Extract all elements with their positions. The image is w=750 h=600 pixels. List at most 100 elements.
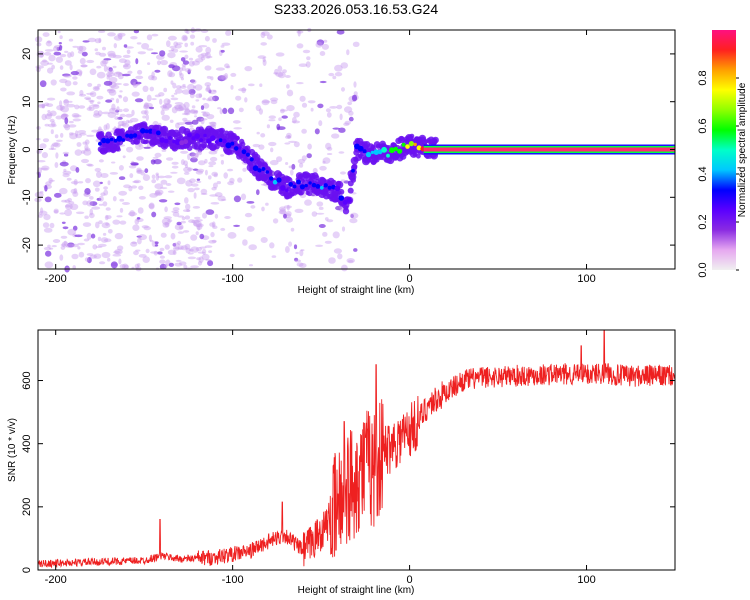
spectrogram-noise-blob xyxy=(107,68,114,75)
spectrogram-noise-blob xyxy=(172,243,177,247)
spectrogram-noise-blob xyxy=(117,116,123,120)
spectrogram-noise-blob xyxy=(59,35,63,40)
spectrogram-noise-blob xyxy=(79,132,87,136)
spectrogram-noise-blob xyxy=(191,219,200,224)
spectrogram-noise-blob xyxy=(135,75,144,80)
spectrogram-noise-blob xyxy=(197,151,203,156)
spectrogram-noise-blob xyxy=(78,251,85,258)
spectrogram-noise-blob xyxy=(52,239,61,243)
spectrogram-noise-blob xyxy=(143,146,151,149)
spectrogram-noise-blob xyxy=(164,244,170,250)
spectrogram-noise-blob xyxy=(114,249,123,255)
spectrogram-noise-blob xyxy=(213,173,218,178)
snr-x-tick-label: 0 xyxy=(407,574,413,586)
spectrogram-noise-blob xyxy=(67,242,75,248)
spectrogram-noise-blob xyxy=(175,122,180,129)
spectrogram-noise-blob xyxy=(153,250,158,256)
spectrogram-noise-blob xyxy=(262,56,266,63)
spectrogram-noise-blob xyxy=(210,202,220,205)
spectrogram-noise-blob xyxy=(260,133,266,138)
spectrogram-noise-blob xyxy=(208,250,213,254)
spectrogram-noise-blob xyxy=(168,262,174,267)
spectrogram-noise-blob xyxy=(332,127,341,130)
spectrogram-noise-blob xyxy=(181,65,186,71)
spectrogram-noise-blob xyxy=(293,111,300,118)
spectrogram-noise-blob xyxy=(100,60,107,67)
spectrogram-noise-blob xyxy=(174,202,181,206)
spectrogram-noise-blob xyxy=(154,69,161,73)
spectrogram-noise-blob xyxy=(119,264,126,269)
spectrogram-noise-blob xyxy=(299,263,307,268)
spectrogram-noise-blob xyxy=(79,89,84,96)
spectrogram-noise-blob xyxy=(140,172,146,176)
spectrogram-noise-blob xyxy=(261,31,270,36)
spectrogram-noise-blob xyxy=(196,168,205,173)
spectrogram-noise-blob xyxy=(57,30,61,34)
colorbar-tick-label: 0.6 xyxy=(697,118,709,133)
spectrogram-noise-blob xyxy=(140,110,147,115)
spectrogram-ridge-point xyxy=(308,181,312,185)
spectrogram-ridge-halo xyxy=(219,127,225,134)
spectrogram-noise-blob xyxy=(296,82,304,85)
spectrogram-noise-blob xyxy=(195,93,203,99)
spectrogram-noise-blob xyxy=(190,41,195,46)
spectrogram-noise-blob xyxy=(106,74,113,78)
spectrogram-ridge-point xyxy=(299,184,305,190)
spectrogram-ridge-halo xyxy=(114,146,121,152)
spectrogram-noise-blob xyxy=(104,214,109,221)
spectrogram-ridge-point xyxy=(381,146,387,153)
spectrogram-noise-blob xyxy=(150,52,159,55)
spectrogram-noise-blob xyxy=(332,75,337,80)
spectrogram-noise-blob xyxy=(322,157,331,164)
spectrogram-noise-blob xyxy=(268,119,276,122)
spectrogram-ridge-halo xyxy=(200,141,208,149)
spectrogram-noise-blob xyxy=(44,51,52,56)
spectrogram-noise-blob xyxy=(196,257,202,261)
spectrogram-y-tick-label: -20 xyxy=(21,237,33,253)
spectrogram-noise-blob xyxy=(180,77,184,81)
spectrogram-noise-blob xyxy=(319,165,327,171)
spectrogram-noise-blob xyxy=(188,57,194,61)
spectrogram-noise-blob xyxy=(112,219,121,225)
spectrogram-noise-blob xyxy=(105,207,111,211)
spectrogram-noise-blob xyxy=(102,46,106,51)
spectrogram-ridge-halo xyxy=(240,141,246,147)
spectrogram-ridge-point xyxy=(252,165,259,171)
spectrogram-noise-blob xyxy=(174,247,183,250)
spectrogram-noise-blob xyxy=(296,43,304,49)
spectrogram-noise-blob xyxy=(141,43,150,50)
spectrogram-noise-blob xyxy=(80,64,88,68)
spectrogram-x-tick-label: -100 xyxy=(222,273,244,285)
spectrogram-noise-blob xyxy=(285,246,290,253)
spectrogram-noise-blob xyxy=(172,65,181,72)
spectrogram-noise-blob xyxy=(167,99,171,104)
spectrogram-noise-blob xyxy=(107,32,116,37)
spectrogram-noise-blob xyxy=(79,57,86,65)
spectrogram-noise-blob xyxy=(227,168,234,172)
spectrogram-noise-blob xyxy=(163,216,172,220)
spectrogram-noise-blob xyxy=(170,232,176,240)
spectrogram-noise-blob xyxy=(163,98,171,105)
spectrogram-noise-blob xyxy=(75,133,82,139)
spectrogram-noise-blob xyxy=(107,229,113,234)
spectrogram-noise-blob xyxy=(67,52,72,58)
spectrogram-noise-blob xyxy=(65,243,75,248)
spectrogram-y-label: Frequency (Hz) xyxy=(7,116,18,185)
spectrogram-noise-blob xyxy=(136,235,142,238)
spectrogram-noise-blob xyxy=(89,208,94,216)
spectrogram-noise-blob xyxy=(294,257,299,262)
spectrogram-ridge-halo xyxy=(432,136,439,144)
spectrogram-noise-blob xyxy=(42,32,50,37)
spectrogram-ridge-point xyxy=(311,182,317,188)
spectrogram-noise-blob xyxy=(184,54,189,59)
spectrogram-noise-blob xyxy=(183,230,190,233)
spectrogram-noise-blob xyxy=(322,231,328,237)
spectrogram-noise-blob xyxy=(108,53,117,58)
spectrogram-noise-blob xyxy=(115,98,120,104)
spectrogram-noise-blob xyxy=(259,83,263,87)
spectrogram-noise-blob xyxy=(147,62,151,65)
spectrogram-noise-blob xyxy=(314,128,320,135)
spectrogram-noise-blob xyxy=(135,81,142,85)
spectrogram-ridge-halo xyxy=(409,133,415,139)
spectrogram-noise-blob xyxy=(85,98,92,101)
